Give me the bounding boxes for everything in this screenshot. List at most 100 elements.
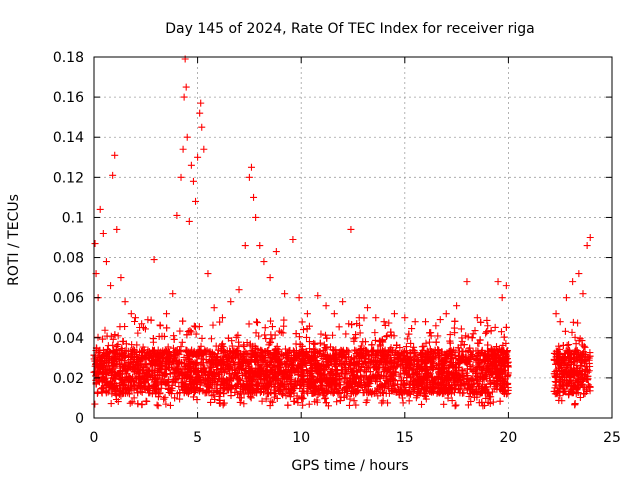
data-point xyxy=(556,364,564,372)
data-point xyxy=(483,316,491,324)
data-point xyxy=(350,337,358,345)
data-point xyxy=(458,353,466,361)
data-point xyxy=(303,310,311,318)
y-tick-label: 0.08 xyxy=(53,251,84,267)
data-point xyxy=(384,382,392,390)
data-point xyxy=(479,366,487,374)
data-point xyxy=(451,329,459,337)
data-point xyxy=(405,381,413,389)
data-point xyxy=(383,359,391,367)
data-point xyxy=(141,361,149,369)
data-point xyxy=(99,335,107,343)
y-tick-label: 0.04 xyxy=(53,331,84,347)
data-point xyxy=(311,353,319,361)
data-point xyxy=(348,321,356,329)
data-point xyxy=(473,352,481,360)
data-point xyxy=(480,384,488,392)
data-point xyxy=(323,358,331,366)
data-point xyxy=(494,278,502,286)
data-point xyxy=(335,323,343,331)
data-point xyxy=(299,387,307,395)
data-point xyxy=(138,401,146,409)
data-point xyxy=(200,145,208,153)
data-point xyxy=(170,350,178,358)
data-point xyxy=(187,363,195,371)
data-point xyxy=(405,364,413,372)
data-point xyxy=(492,356,500,364)
data-point xyxy=(234,331,242,339)
data-point xyxy=(125,390,133,398)
data-point xyxy=(572,346,580,354)
data-point xyxy=(101,375,109,383)
data-point xyxy=(442,310,450,318)
data-point xyxy=(435,369,443,377)
data-point xyxy=(102,258,110,266)
data-point xyxy=(484,322,492,330)
data-point xyxy=(273,362,281,370)
data-point xyxy=(557,363,565,371)
data-point xyxy=(121,361,129,369)
data-point xyxy=(453,302,461,310)
data-point xyxy=(451,402,459,410)
data-point xyxy=(486,393,494,401)
data-point xyxy=(323,376,331,384)
data-point xyxy=(266,361,274,369)
data-point xyxy=(458,334,466,342)
data-point xyxy=(107,282,115,290)
data-point xyxy=(121,347,129,355)
data-point xyxy=(342,384,350,392)
data-point xyxy=(361,338,369,346)
data-point xyxy=(215,392,223,400)
data-point xyxy=(162,346,170,354)
data-point xyxy=(246,340,254,348)
data-point xyxy=(583,242,591,250)
data-point xyxy=(371,329,379,337)
data-point xyxy=(429,378,437,386)
data-point xyxy=(315,350,323,358)
data-point xyxy=(377,381,385,389)
data-point xyxy=(312,382,320,390)
data-point xyxy=(497,385,505,393)
data-point xyxy=(395,350,403,358)
data-point xyxy=(385,319,393,327)
data-point xyxy=(100,351,108,359)
data-point xyxy=(557,355,565,363)
data-point xyxy=(251,342,259,350)
data-point xyxy=(246,374,254,382)
data-point xyxy=(194,153,202,161)
data-point xyxy=(572,340,580,348)
data-point xyxy=(445,348,453,356)
data-point xyxy=(406,364,414,372)
data-point xyxy=(329,346,337,354)
data-point xyxy=(113,357,121,365)
data-point xyxy=(497,328,505,336)
data-point xyxy=(479,402,487,410)
data-point xyxy=(207,335,215,343)
data-point xyxy=(498,356,506,364)
data-point xyxy=(362,368,370,376)
data-point xyxy=(112,371,120,379)
data-point xyxy=(162,400,170,408)
data-point xyxy=(473,314,481,322)
data-point xyxy=(582,367,590,375)
data-point xyxy=(442,352,450,360)
data-point xyxy=(333,357,341,365)
data-point xyxy=(219,340,227,348)
data-point xyxy=(228,342,236,350)
data-point xyxy=(275,387,283,395)
data-point xyxy=(334,366,341,374)
data-point xyxy=(268,335,276,343)
data-point xyxy=(355,379,363,387)
x-axis-label: GPS time / hours xyxy=(291,458,408,474)
data-point xyxy=(569,389,577,397)
data-point xyxy=(352,401,360,409)
data-point xyxy=(329,373,337,381)
data-point xyxy=(192,375,200,383)
data-point xyxy=(340,374,348,382)
data-point xyxy=(373,375,381,383)
data-point xyxy=(303,325,311,333)
data-point xyxy=(236,398,244,406)
data-point xyxy=(203,347,211,355)
data-point xyxy=(432,338,440,346)
data-point xyxy=(151,367,159,375)
